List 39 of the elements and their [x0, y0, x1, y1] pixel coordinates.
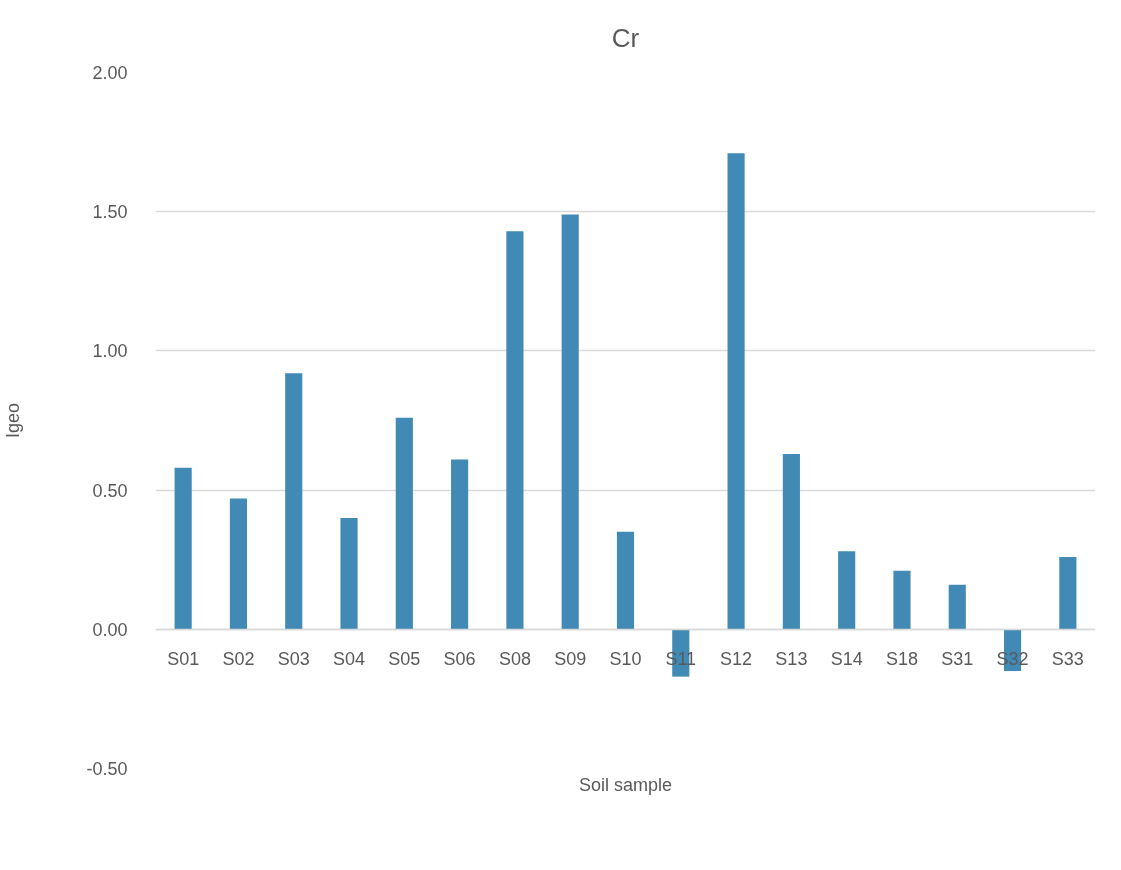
bar — [561, 214, 579, 630]
x-tick-label: S05 — [388, 649, 421, 670]
y-tick-label: 1.50 — [92, 202, 128, 223]
bar — [893, 570, 911, 630]
x-tick-label: S02 — [222, 649, 255, 670]
x-tick-label: S33 — [1051, 649, 1084, 670]
bar — [285, 373, 303, 630]
bar — [340, 517, 358, 630]
bar — [174, 467, 192, 630]
y-tick-label: -0.50 — [86, 759, 128, 779]
x-axis-title: Soil sample — [578, 774, 673, 795]
x-tick-label: S09 — [554, 649, 587, 670]
x-tick-label: S18 — [885, 649, 918, 670]
bar — [727, 153, 745, 630]
x-tick-label: S04 — [333, 649, 366, 670]
x-tick-label: S03 — [277, 649, 310, 670]
bar — [229, 498, 248, 630]
bar — [838, 551, 856, 630]
y-tick-label: 2.00 — [92, 63, 128, 83]
bar — [948, 584, 966, 630]
x-tick-label: S06 — [443, 649, 476, 670]
y-tick-label: 1.00 — [92, 341, 128, 362]
y-tick-label: 0.50 — [92, 480, 128, 501]
x-tick-label: S12 — [720, 649, 753, 670]
x-tick-label: S01 — [167, 649, 200, 670]
y-tick-label: 0.00 — [92, 619, 128, 640]
bar — [1059, 556, 1077, 630]
x-tick-label: S13 — [775, 649, 808, 670]
bar — [451, 459, 469, 630]
y-axis-title: Igeo — [3, 402, 24, 439]
x-tick-label: S14 — [830, 649, 863, 670]
bar — [395, 417, 413, 630]
bar — [782, 453, 800, 630]
bar — [506, 231, 524, 630]
chart-title: Cr — [611, 22, 640, 53]
bar — [616, 531, 635, 630]
x-tick-label: S10 — [609, 649, 642, 670]
x-tick-label: S08 — [498, 649, 531, 670]
x-tick-label: S31 — [941, 649, 974, 670]
